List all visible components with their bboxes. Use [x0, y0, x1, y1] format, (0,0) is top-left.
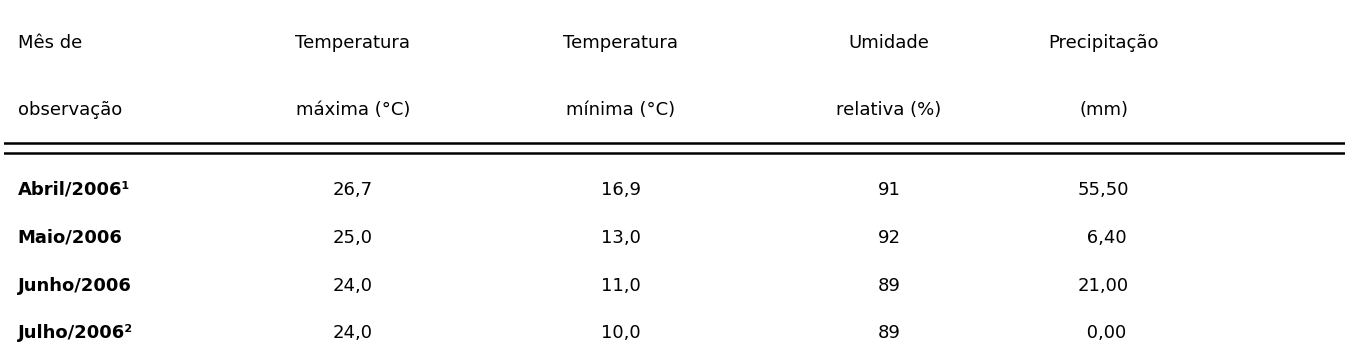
Text: Abril/2006¹: Abril/2006¹ — [18, 180, 130, 199]
Text: 6,40: 6,40 — [1081, 228, 1126, 247]
Text: 24,0: 24,0 — [333, 324, 372, 343]
Text: 25,0: 25,0 — [333, 228, 372, 247]
Text: 26,7: 26,7 — [333, 180, 372, 199]
Text: 89: 89 — [878, 276, 900, 295]
Text: 21,00: 21,00 — [1078, 276, 1129, 295]
Text: 16,9: 16,9 — [600, 180, 641, 199]
Text: Maio/2006: Maio/2006 — [18, 228, 123, 247]
Text: observação: observação — [18, 101, 121, 119]
Text: Junho/2006: Junho/2006 — [18, 276, 131, 295]
Text: Temperatura: Temperatura — [564, 33, 679, 51]
Text: Temperatura: Temperatura — [295, 33, 410, 51]
Text: Julho/2006²: Julho/2006² — [18, 324, 132, 343]
Text: máxima (°C): máxima (°C) — [295, 101, 410, 119]
Text: 89: 89 — [878, 324, 900, 343]
Text: Mês de: Mês de — [18, 33, 82, 51]
Text: Precipitação: Precipitação — [1048, 33, 1159, 51]
Text: 10,0: 10,0 — [602, 324, 641, 343]
Text: 55,50: 55,50 — [1078, 180, 1129, 199]
Text: 0,00: 0,00 — [1081, 324, 1126, 343]
Text: mínima (°C): mínima (°C) — [567, 101, 676, 119]
Text: (mm): (mm) — [1079, 101, 1128, 119]
Text: 13,0: 13,0 — [600, 228, 641, 247]
Text: 92: 92 — [877, 228, 901, 247]
Text: 11,0: 11,0 — [602, 276, 641, 295]
Text: 24,0: 24,0 — [333, 276, 372, 295]
Text: 91: 91 — [878, 180, 900, 199]
Text: Umidade: Umidade — [849, 33, 929, 51]
Text: relativa (%): relativa (%) — [836, 101, 942, 119]
